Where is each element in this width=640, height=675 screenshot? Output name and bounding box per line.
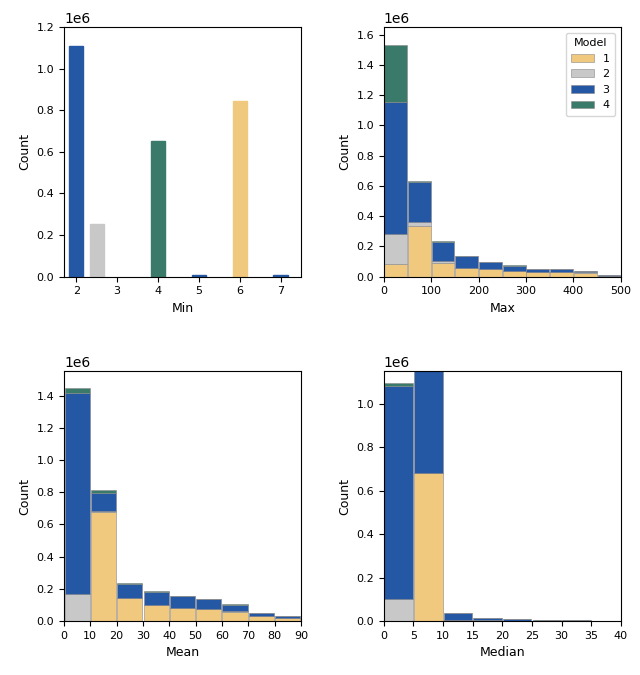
Bar <box>385 102 407 234</box>
Bar <box>444 614 472 620</box>
Bar <box>503 271 525 277</box>
Bar <box>444 620 472 621</box>
Bar <box>574 273 596 277</box>
Bar <box>503 619 531 620</box>
Bar <box>117 599 143 621</box>
Bar <box>69 46 83 277</box>
Y-axis label: Count: Count <box>18 133 31 170</box>
Y-axis label: Count: Count <box>338 478 351 515</box>
Bar <box>385 45 407 102</box>
Bar <box>550 269 573 272</box>
Bar <box>527 272 549 277</box>
Bar <box>232 101 247 277</box>
Bar <box>385 599 413 621</box>
Bar <box>117 583 143 584</box>
Legend: 1, 2, 3, 4: 1, 2, 3, 4 <box>566 32 615 116</box>
Bar <box>223 612 248 621</box>
Bar <box>151 141 165 277</box>
Bar <box>117 584 143 598</box>
Bar <box>191 275 206 277</box>
Bar <box>385 234 407 265</box>
Bar <box>249 616 274 621</box>
Bar <box>275 616 300 618</box>
Bar <box>432 242 454 261</box>
Bar <box>598 276 620 277</box>
Bar <box>456 268 478 277</box>
Bar <box>408 226 431 277</box>
Bar <box>574 271 596 273</box>
Bar <box>385 383 413 385</box>
Bar <box>479 262 502 269</box>
Y-axis label: Count: Count <box>338 133 351 170</box>
Bar <box>414 364 442 472</box>
Bar <box>527 269 549 272</box>
Bar <box>414 362 442 364</box>
Bar <box>432 261 454 263</box>
Bar <box>275 618 300 621</box>
Bar <box>532 620 561 621</box>
Bar <box>273 275 287 277</box>
Bar <box>408 222 431 226</box>
X-axis label: Min: Min <box>172 302 193 315</box>
Bar <box>550 272 573 277</box>
Bar <box>196 610 221 621</box>
Bar <box>170 608 195 621</box>
Bar <box>249 613 274 616</box>
Bar <box>143 605 169 621</box>
Bar <box>65 593 90 621</box>
Bar <box>408 182 431 222</box>
Bar <box>90 223 104 277</box>
X-axis label: Median: Median <box>479 646 525 659</box>
Bar <box>474 618 502 620</box>
Y-axis label: Count: Count <box>18 478 31 515</box>
Bar <box>143 592 169 605</box>
Bar <box>479 269 502 277</box>
Bar <box>91 490 116 493</box>
Bar <box>170 596 195 608</box>
Bar <box>385 265 407 277</box>
Bar <box>223 605 248 612</box>
Bar <box>503 265 525 271</box>
Bar <box>414 473 442 621</box>
X-axis label: Max: Max <box>490 302 515 315</box>
X-axis label: Mean: Mean <box>165 646 200 659</box>
Bar <box>385 385 413 599</box>
Bar <box>456 256 478 268</box>
Bar <box>65 388 90 393</box>
Bar <box>91 512 116 621</box>
Bar <box>432 263 454 277</box>
Bar <box>196 599 221 610</box>
Bar <box>91 493 116 511</box>
Bar <box>65 393 90 593</box>
